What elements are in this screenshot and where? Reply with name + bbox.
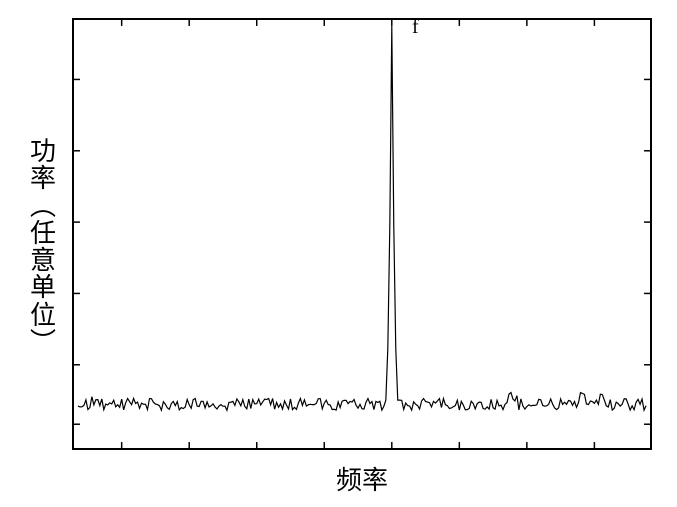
x-axis-label: 频率 xyxy=(72,460,652,497)
spectrum-chart: 功 率 ︵ 任 意 单 位 ︶ f 频率 xyxy=(32,18,660,474)
y-label-char: 任 xyxy=(30,220,54,247)
y-label-char: 功 xyxy=(30,138,54,165)
y-label-char: ︶ xyxy=(30,329,54,356)
plot-area: f xyxy=(72,18,652,450)
y-label-char: ︵ xyxy=(30,193,54,220)
y-label-char: 意 xyxy=(30,247,54,274)
y-label-char: 单 xyxy=(30,274,54,301)
peak-label: f xyxy=(412,16,419,39)
y-label-char: 位 xyxy=(30,302,54,329)
spectrum-line xyxy=(74,20,650,448)
y-label-char: 率 xyxy=(30,165,54,192)
y-axis-label: 功 率 ︵ 任 意 单 位 ︶ xyxy=(30,138,54,356)
